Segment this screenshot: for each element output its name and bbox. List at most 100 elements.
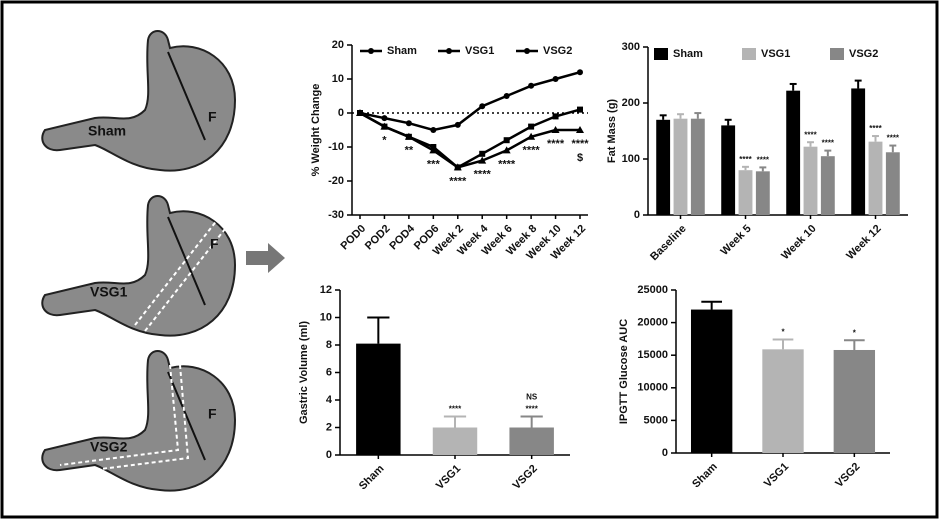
y-tick-label: 20 [332, 39, 344, 51]
y-axis-label: Gastric Volume (ml) [298, 321, 310, 424]
significance-label: **** [804, 130, 817, 139]
significance-label: **** [571, 138, 589, 150]
y-axis-label: Fat Mass (g) [606, 99, 618, 164]
marker [404, 132, 413, 140]
significance-label: **** [474, 169, 492, 181]
stomach-vsg2: VSG2 F [41, 350, 236, 492]
bar [833, 349, 876, 453]
y-tick-label: 2 [326, 421, 332, 433]
marker [576, 126, 584, 133]
y-tick-label: 20000 [637, 317, 668, 329]
y-tick-label: 8 [326, 339, 332, 351]
y-tick-label: 4 [326, 394, 333, 406]
bar [356, 343, 401, 455]
y-tick-label: 0 [338, 107, 344, 119]
legend-swatch [654, 48, 668, 60]
legend-swatch [830, 48, 844, 60]
bar [690, 309, 733, 453]
marker [429, 146, 438, 154]
y-tick-label: 200 [622, 97, 640, 109]
y-tick-label: 0 [634, 209, 640, 221]
bar [803, 146, 818, 215]
legend-swatch [742, 48, 756, 60]
marker [577, 106, 583, 113]
fundus-label: F [208, 406, 217, 422]
stomach-vsg1: VSG1 F [41, 195, 236, 337]
legend-label: VSG2 [543, 45, 572, 57]
y-tick-label: 10 [320, 311, 332, 323]
significance-label: * [853, 328, 857, 337]
significance-label: **** [523, 145, 541, 157]
bar [738, 170, 753, 215]
y-tick-label: 10000 [637, 382, 668, 394]
marker [551, 126, 560, 133]
fundus-label: F [208, 109, 217, 125]
marker [527, 132, 536, 140]
arrow [246, 243, 285, 273]
bar [509, 427, 554, 455]
line [359, 70, 581, 132]
y-tick-label: -30 [328, 209, 344, 221]
y-tick-label: 100 [622, 153, 640, 165]
marker [503, 93, 510, 99]
legend-label: Sham [387, 45, 417, 57]
bar [762, 349, 804, 453]
y-axis-label: IPGTT Glucose AUC [618, 319, 630, 424]
y-tick-label: 25000 [637, 284, 668, 296]
significance-label: * [781, 328, 785, 337]
marker [405, 120, 412, 127]
significance-label: **** [547, 138, 565, 150]
marker [503, 137, 510, 144]
bar [673, 118, 688, 215]
diagram-label: VSG1 [90, 284, 128, 300]
significance-label: **** [449, 175, 467, 187]
marker [528, 123, 535, 130]
y-axis-label: % Weight Change [310, 84, 322, 177]
bar [755, 171, 770, 215]
legend-marker [368, 48, 374, 54]
significance-label: **** [525, 405, 538, 414]
marker [381, 115, 388, 122]
marker [479, 150, 486, 157]
marker [552, 113, 559, 120]
significance-label: **** [822, 139, 835, 148]
significance-label: **** [449, 405, 462, 414]
legend-marker [446, 48, 452, 54]
fundus-label: F [210, 236, 219, 252]
bar [690, 118, 705, 215]
marker [356, 109, 364, 116]
y-tick-label: 6 [326, 366, 332, 378]
significance-label: ** [405, 145, 414, 157]
bar [820, 156, 835, 215]
marker [528, 82, 535, 89]
bar [851, 88, 866, 215]
marker [479, 103, 486, 110]
significance-label: **** [869, 124, 882, 133]
marker [552, 76, 559, 82]
bar [656, 119, 671, 215]
y-tick-label: -20 [328, 175, 344, 187]
legend-label: VSG1 [465, 45, 494, 57]
stomach-sham: Sham F [41, 30, 236, 172]
significance-label: **** [498, 158, 516, 170]
y-tick-label: -10 [328, 141, 344, 153]
marker [478, 156, 487, 164]
diagram-label: Sham [88, 123, 126, 139]
legend-label: VSG1 [761, 48, 790, 60]
significance-label: $ [577, 152, 583, 164]
marker [430, 127, 437, 133]
y-tick-label: 0 [662, 447, 668, 459]
legend-label: VSG2 [849, 48, 878, 60]
legend-marker [524, 48, 530, 54]
bar [885, 152, 900, 215]
significance-label: * [382, 135, 387, 147]
line [359, 111, 580, 169]
marker [380, 122, 389, 130]
significance-label: NS [526, 393, 538, 402]
marker [502, 146, 511, 154]
significance-label: **** [739, 155, 752, 164]
significance-label: *** [427, 158, 441, 170]
diagram-label: VSG2 [90, 439, 128, 455]
y-tick-label: 0 [326, 449, 332, 461]
